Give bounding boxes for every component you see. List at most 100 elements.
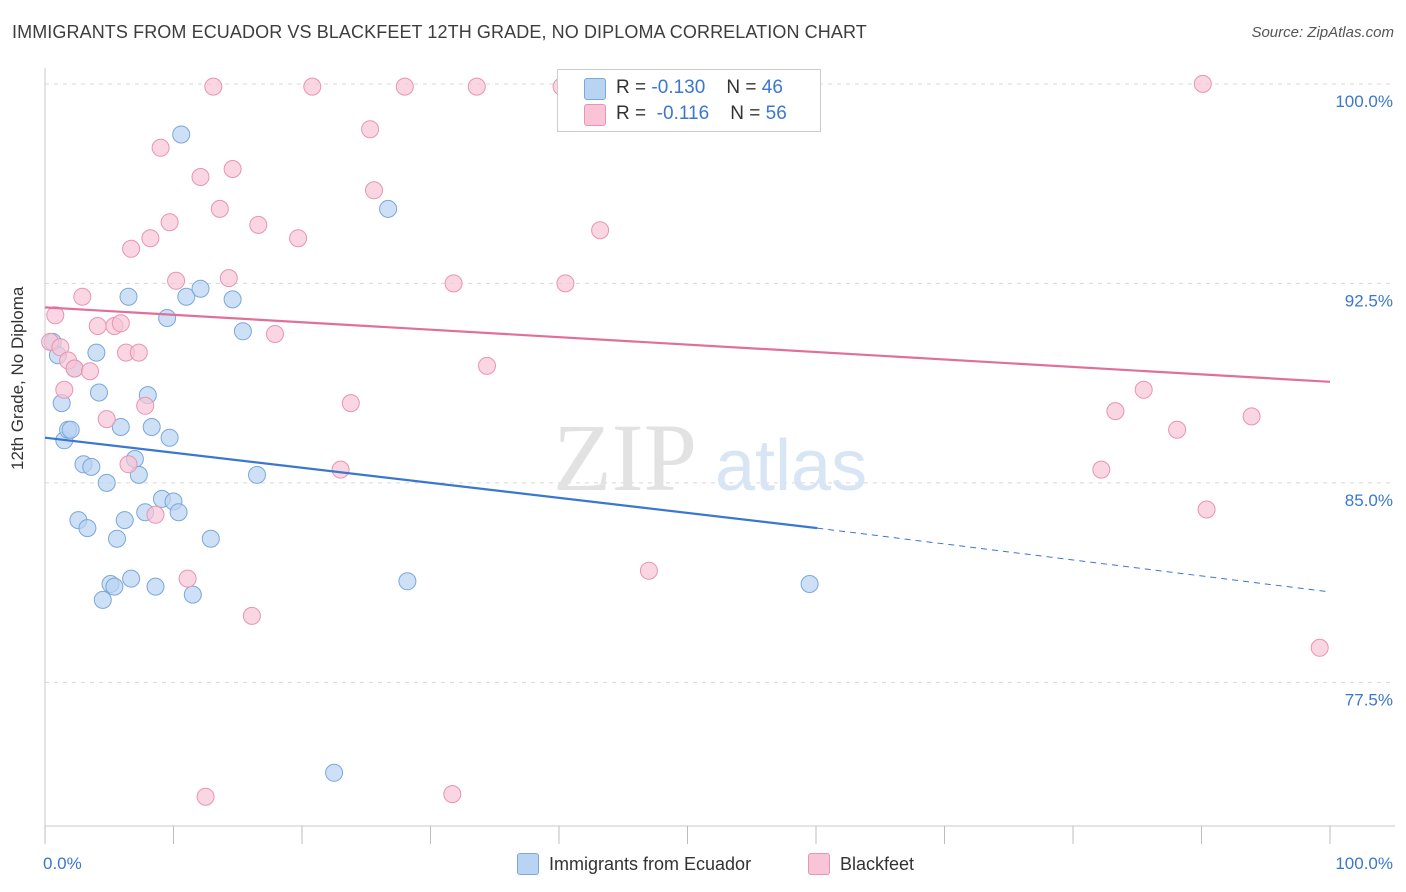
y-tick-label: 77.5%	[1345, 690, 1393, 709]
correlation-legend: R = -0.130 N = 46 R = -0.116 N = 56	[557, 69, 821, 132]
legend-item-ecuador: Immigrants from Ecuador	[517, 850, 751, 878]
point-blackfeet	[1197, 500, 1216, 519]
legend-swatch-ecuador	[517, 853, 539, 875]
point-ecuador	[146, 577, 165, 596]
point-blackfeet	[395, 77, 414, 96]
gridlines	[45, 83, 1395, 683]
x-tick-labels: 0.0% 100.0%	[43, 854, 1393, 873]
point-blackfeet	[73, 287, 92, 306]
point-ecuador	[115, 511, 134, 530]
point-blackfeet	[1168, 420, 1187, 439]
trend-line-blackfeet	[44, 306, 1331, 383]
legend-label: Immigrants from Ecuador	[549, 853, 752, 874]
point-ecuador	[122, 569, 141, 588]
point-ecuador	[223, 290, 242, 309]
point-blackfeet	[141, 229, 160, 248]
point-blackfeet	[478, 356, 496, 375]
point-blackfeet	[467, 77, 486, 96]
point-blackfeet	[219, 269, 238, 288]
n-label: N =	[730, 103, 761, 124]
point-blackfeet	[210, 199, 229, 218]
point-blackfeet	[129, 343, 148, 362]
point-blackfeet	[444, 274, 463, 293]
point-blackfeet	[591, 221, 610, 240]
watermark-atlas: atlas	[715, 426, 867, 506]
axes	[44, 68, 1395, 844]
point-ecuador	[183, 585, 202, 604]
point-blackfeet	[303, 77, 322, 96]
point-blackfeet	[242, 606, 261, 625]
point-ecuador	[160, 428, 179, 447]
point-blackfeet	[119, 455, 138, 474]
point-blackfeet	[639, 561, 658, 580]
point-ecuador	[93, 590, 112, 609]
y-tick-labels: 100.0% 92.5% 85.0% 77.5%	[1335, 92, 1393, 709]
point-ecuador	[61, 420, 80, 439]
n-value: 46	[761, 77, 783, 98]
point-ecuador	[87, 343, 106, 362]
point-ecuador	[105, 577, 124, 596]
point-ecuador	[78, 519, 97, 538]
point-ecuador	[379, 199, 398, 218]
point-blackfeet	[178, 569, 197, 588]
trend-lines	[44, 306, 1331, 593]
point-blackfeet	[1092, 460, 1111, 479]
y-tick-label: 100.0%	[1335, 92, 1393, 111]
n-label: N =	[726, 77, 757, 98]
point-blackfeet	[65, 359, 84, 378]
point-blackfeet	[146, 505, 165, 524]
legend-swatch-blackfeet	[808, 853, 830, 875]
source-label: Source: ZipAtlas.com	[1251, 24, 1394, 41]
r-value: -0.130	[651, 77, 706, 98]
n-value: 56	[765, 103, 787, 124]
point-blackfeet	[46, 306, 65, 325]
legend-swatch-blackfeet	[584, 104, 606, 126]
point-ecuador	[90, 383, 108, 402]
point-ecuador	[191, 279, 210, 298]
point-ecuador	[325, 763, 344, 782]
y-tick-label: 92.5%	[1345, 291, 1393, 310]
point-blackfeet	[1134, 380, 1153, 399]
point-blackfeet	[88, 317, 107, 335]
point-ecuador	[169, 503, 188, 522]
y-tick-label: 85.0%	[1345, 491, 1393, 510]
point-blackfeet	[151, 138, 170, 157]
legend-item-blackfeet: Blackfeet	[808, 850, 914, 878]
point-blackfeet	[341, 394, 360, 413]
point-blackfeet	[167, 271, 186, 290]
point-ecuador	[108, 529, 126, 548]
point-blackfeet	[160, 213, 179, 232]
r-label: R =	[616, 103, 647, 124]
point-ecuador	[158, 309, 177, 327]
point-blackfeet	[111, 314, 130, 333]
point-ecuador	[398, 572, 417, 591]
point-blackfeet	[249, 215, 268, 234]
legend-swatch-ecuador	[584, 78, 606, 100]
point-blackfeet	[556, 274, 575, 293]
point-ecuador	[177, 287, 196, 306]
point-ecuador	[82, 457, 101, 476]
point-blackfeet	[136, 396, 155, 415]
watermark: ZIP atlas	[553, 404, 867, 511]
point-blackfeet	[289, 229, 308, 248]
point-blackfeet	[361, 120, 380, 139]
point-ecuador	[800, 575, 819, 593]
point-blackfeet	[55, 380, 74, 399]
point-blackfeet	[223, 160, 242, 178]
legend-row-ecuador: R = -0.130 N = 46	[616, 75, 783, 101]
point-blackfeet	[97, 410, 116, 429]
point-blackfeet	[443, 785, 462, 804]
point-blackfeet	[81, 362, 99, 381]
point-blackfeet	[331, 460, 350, 479]
y-axis-label: 12th Grade, No Diploma	[8, 286, 27, 470]
watermark-zip: ZIP	[553, 404, 697, 511]
point-ecuador	[142, 418, 161, 436]
point-blackfeet	[191, 168, 210, 186]
point-ecuador	[97, 473, 116, 492]
point-blackfeet	[266, 325, 284, 343]
point-ecuador	[233, 322, 252, 341]
r-value: -0.116	[656, 103, 710, 124]
point-blackfeet	[204, 77, 223, 96]
point-ecuador	[248, 465, 266, 484]
